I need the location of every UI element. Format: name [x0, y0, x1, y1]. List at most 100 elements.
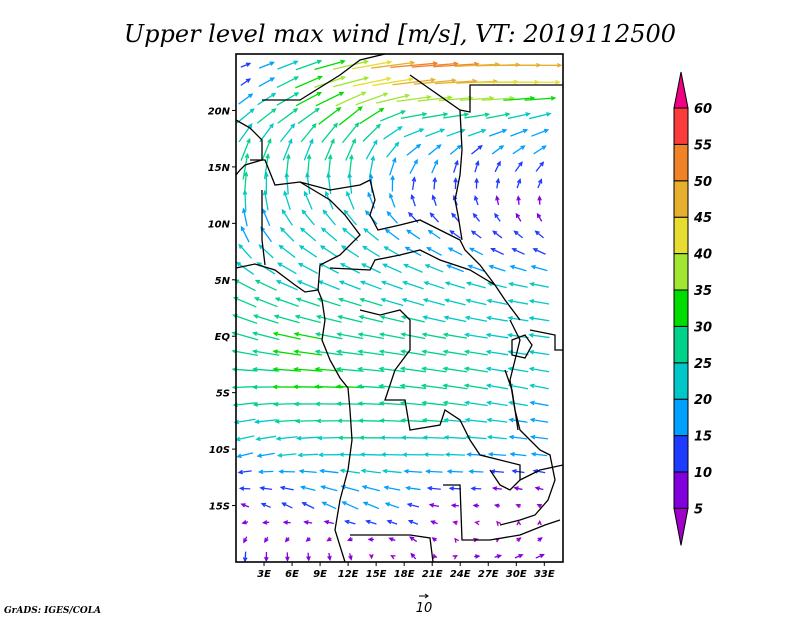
wind-vector-head: [240, 503, 246, 508]
wind-vector: [279, 485, 294, 491]
wind-vector-head: [357, 418, 364, 423]
wind-vector-shaft: [371, 61, 414, 69]
wind-vector: [341, 122, 360, 144]
wind-vector-shaft: [489, 265, 506, 272]
wind-vector: [509, 451, 527, 457]
lon-tick-label: 9E: [313, 569, 327, 580]
wind-vector: [326, 536, 332, 542]
wind-vector-head: [262, 208, 267, 214]
wind-vector-shaft: [324, 139, 335, 161]
wind-vector-shaft: [533, 145, 546, 155]
wind-vector: [238, 93, 254, 105]
wind-vector-head: [359, 452, 365, 457]
wind-vector-head: [442, 332, 449, 338]
wind-vector-shaft: [348, 173, 353, 194]
wind-vector: [279, 123, 296, 143]
wind-vector: [336, 332, 364, 340]
wind-vector: [363, 227, 379, 241]
wind-vector-shaft: [524, 97, 555, 101]
wind-vector: [357, 366, 385, 373]
wind-vector-shaft: [489, 453, 506, 457]
wind-vector: [403, 128, 425, 138]
wind-vector-shaft: [339, 298, 362, 307]
wind-vector: [335, 91, 367, 107]
wind-vector-head: [528, 366, 535, 372]
colorbar: 5 10 15 20 25 30 35 40 45 50 55 60: [673, 71, 712, 546]
wind-vector-head: [247, 122, 253, 129]
wind-vector: [405, 229, 421, 240]
wind-vector: [491, 486, 502, 491]
wind-vector-head: [314, 349, 321, 355]
wind-vector-shaft: [358, 333, 384, 340]
wind-vector: [442, 332, 468, 339]
wind-vector: [508, 281, 528, 288]
colorbar-segment: [673, 143, 689, 182]
wind-vector-head: [529, 417, 536, 423]
wind-vector-head: [433, 159, 439, 165]
wind-vector-head: [294, 314, 301, 320]
wind-vector-head: [384, 502, 391, 507]
wind-vector-shaft: [256, 435, 277, 440]
wind-vector-shaft: [481, 97, 514, 101]
wind-vector-shaft: [335, 91, 366, 107]
wind-vector-shaft: [264, 191, 269, 211]
wind-vector: [442, 383, 468, 390]
wind-vector-shaft: [277, 60, 298, 70]
wind-vector-head: [477, 144, 483, 150]
wind-vector-head: [495, 177, 501, 184]
wind-vector: [251, 331, 280, 341]
wind-vector: [486, 417, 508, 423]
wind-vector-head: [399, 400, 406, 406]
wind-vector: [536, 503, 542, 509]
wind-vector-head: [399, 366, 406, 372]
wind-vector-shaft: [342, 501, 359, 510]
colorbar-label: 20: [694, 393, 712, 408]
wind-vector: [443, 417, 467, 423]
wind-vector-shaft: [232, 331, 259, 341]
wind-vector-head: [513, 230, 519, 236]
wind-vector-shaft: [233, 314, 258, 325]
wind-vector-head: [486, 400, 492, 406]
border-car-congo: [329, 249, 521, 321]
wind-vector-head: [410, 552, 416, 558]
wind-vector-shaft: [296, 298, 320, 307]
wind-vector-head: [244, 152, 250, 159]
wind-vector: [346, 536, 353, 542]
wind-vector: [352, 76, 392, 87]
wind-vector-shaft: [403, 281, 424, 290]
wind-vector-shaft: [318, 280, 340, 291]
wind-vector: [256, 108, 277, 124]
wind-vector: [264, 171, 269, 195]
wind-vector-head: [555, 79, 561, 85]
wind-vector-shaft: [256, 108, 276, 124]
wind-vector-head: [284, 537, 290, 543]
wind-vector: [277, 60, 299, 70]
wind-vector: [425, 469, 443, 474]
wind-vector-head: [486, 315, 492, 321]
wind-vector-shaft: [300, 123, 317, 143]
wind-vector-head: [272, 401, 279, 407]
wind-vector-head: [359, 280, 366, 285]
wind-vector-shaft: [294, 332, 322, 340]
wind-vector-shaft: [403, 128, 424, 138]
wind-vector-head: [358, 435, 365, 441]
wind-vector-head: [429, 212, 435, 218]
wind-vector-head: [347, 172, 353, 178]
wind-vector-shaft: [509, 401, 528, 407]
wind-vector-head: [463, 383, 470, 389]
wind-vector-head: [456, 144, 463, 150]
wind-vector-head: [339, 263, 346, 268]
wind-vector-head: [319, 468, 325, 474]
wind-vector-shaft: [446, 453, 466, 456]
wind-vector: [372, 77, 414, 87]
wind-vector: [511, 469, 525, 474]
wind-vector-shaft: [530, 300, 550, 305]
wind-vector-shaft: [401, 350, 426, 356]
wind-vector-head: [298, 468, 305, 474]
wind-vector-shaft: [240, 226, 250, 243]
wind-vector: [464, 400, 488, 407]
wind-vector-head: [528, 299, 535, 304]
wind-vector: [533, 145, 547, 155]
wind-vector-head: [426, 486, 433, 491]
wind-vector: [534, 486, 544, 491]
